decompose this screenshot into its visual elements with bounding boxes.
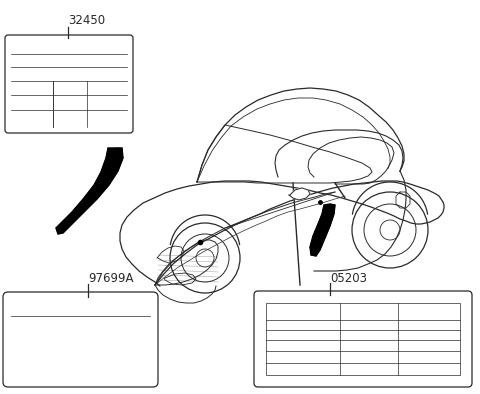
Polygon shape bbox=[56, 148, 123, 234]
FancyBboxPatch shape bbox=[3, 292, 158, 387]
FancyBboxPatch shape bbox=[254, 291, 472, 387]
Text: 32450: 32450 bbox=[68, 14, 105, 27]
Text: 97699A: 97699A bbox=[88, 272, 133, 285]
FancyBboxPatch shape bbox=[266, 303, 460, 375]
FancyBboxPatch shape bbox=[5, 35, 133, 133]
Polygon shape bbox=[289, 188, 310, 200]
Text: 05203: 05203 bbox=[330, 272, 367, 285]
Polygon shape bbox=[310, 204, 335, 256]
